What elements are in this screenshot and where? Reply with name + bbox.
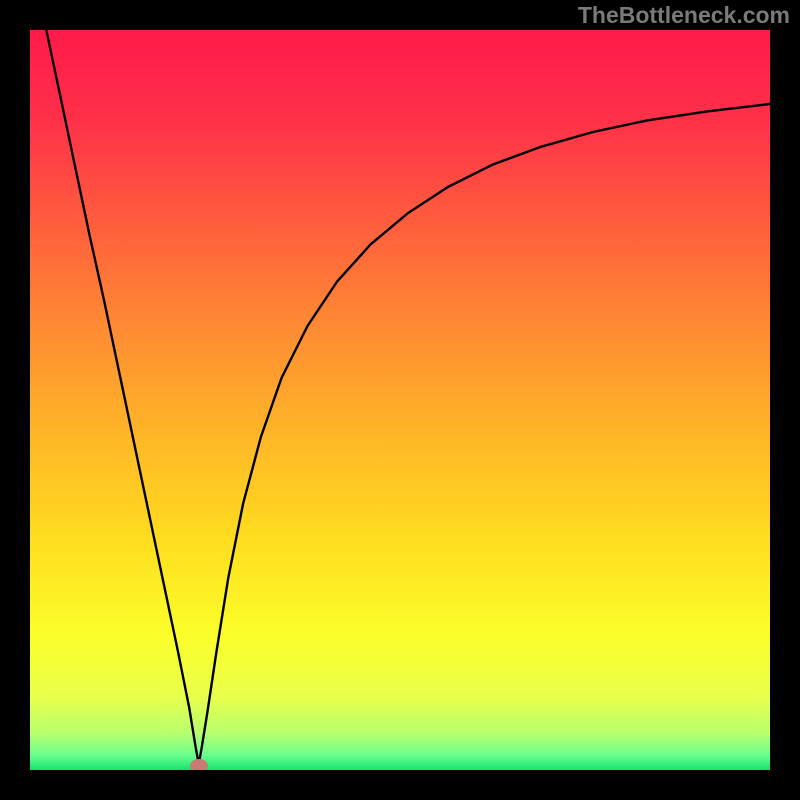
bottleneck-curve <box>46 30 770 764</box>
chart-container: TheBottleneck.com <box>0 0 800 800</box>
watermark-text: TheBottleneck.com <box>578 2 790 29</box>
curve-layer <box>30 30 770 770</box>
plot-area <box>30 30 770 770</box>
minimum-marker <box>190 759 208 770</box>
